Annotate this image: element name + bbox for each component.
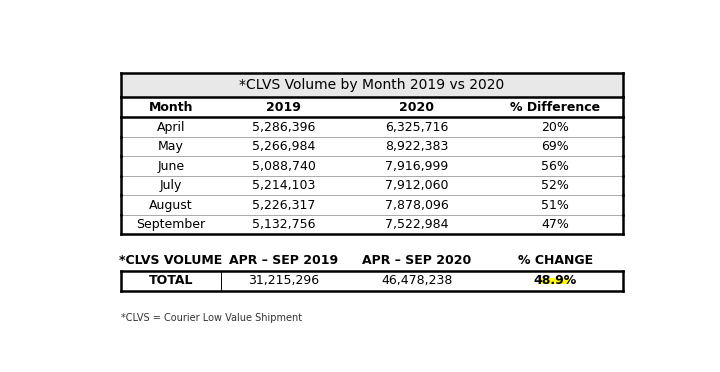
Bar bbox=[121, 195, 623, 215]
Text: April: April bbox=[157, 121, 185, 134]
Text: 7,912,060: 7,912,060 bbox=[385, 179, 449, 192]
Text: % Difference: % Difference bbox=[510, 100, 600, 113]
Bar bbox=[121, 97, 623, 118]
Text: APR – SEP 2019: APR – SEP 2019 bbox=[230, 254, 338, 267]
Text: 6,325,716: 6,325,716 bbox=[385, 121, 449, 134]
Text: 5,088,740: 5,088,740 bbox=[252, 160, 316, 173]
Text: 7,878,096: 7,878,096 bbox=[385, 199, 449, 212]
Text: 5,132,756: 5,132,756 bbox=[252, 218, 315, 231]
Text: 2019: 2019 bbox=[266, 100, 302, 113]
Text: 5,286,396: 5,286,396 bbox=[252, 121, 315, 134]
Text: 46,478,238: 46,478,238 bbox=[382, 275, 453, 288]
Text: 5,266,984: 5,266,984 bbox=[252, 140, 315, 153]
Text: Month: Month bbox=[148, 100, 193, 113]
Text: May: May bbox=[158, 140, 184, 153]
Text: August: August bbox=[149, 199, 193, 212]
Text: 7,522,984: 7,522,984 bbox=[385, 218, 449, 231]
Bar bbox=[121, 73, 623, 97]
Text: 56%: 56% bbox=[541, 160, 569, 173]
Text: 47%: 47% bbox=[541, 218, 569, 231]
Text: 20%: 20% bbox=[541, 121, 569, 134]
Bar bbox=[541, 278, 569, 284]
Text: 8,922,383: 8,922,383 bbox=[385, 140, 449, 153]
Text: 52%: 52% bbox=[541, 179, 569, 192]
Text: APR – SEP 2020: APR – SEP 2020 bbox=[362, 254, 472, 267]
Bar bbox=[121, 271, 623, 291]
Text: 7,916,999: 7,916,999 bbox=[385, 160, 449, 173]
Text: September: September bbox=[136, 218, 205, 231]
Bar bbox=[121, 156, 623, 176]
Text: 51%: 51% bbox=[541, 199, 569, 212]
Text: 5,214,103: 5,214,103 bbox=[252, 179, 315, 192]
Text: 2020: 2020 bbox=[400, 100, 434, 113]
Bar bbox=[121, 215, 623, 234]
Bar bbox=[121, 137, 623, 156]
Bar bbox=[121, 176, 623, 195]
Text: 69%: 69% bbox=[541, 140, 569, 153]
Text: % CHANGE: % CHANGE bbox=[518, 254, 593, 267]
Text: 5,226,317: 5,226,317 bbox=[252, 199, 315, 212]
Text: 48.9%: 48.9% bbox=[534, 275, 577, 288]
Text: *CLVS Volume by Month 2019 vs 2020: *CLVS Volume by Month 2019 vs 2020 bbox=[239, 78, 505, 92]
Text: July: July bbox=[160, 179, 182, 192]
Bar bbox=[121, 118, 623, 137]
Text: June: June bbox=[158, 160, 184, 173]
Text: *CLVS VOLUME: *CLVS VOLUME bbox=[120, 254, 222, 267]
Text: *CLVS = Courier Low Value Shipment: *CLVS = Courier Low Value Shipment bbox=[121, 313, 302, 323]
Text: TOTAL: TOTAL bbox=[148, 275, 193, 288]
Text: 31,215,296: 31,215,296 bbox=[248, 275, 320, 288]
